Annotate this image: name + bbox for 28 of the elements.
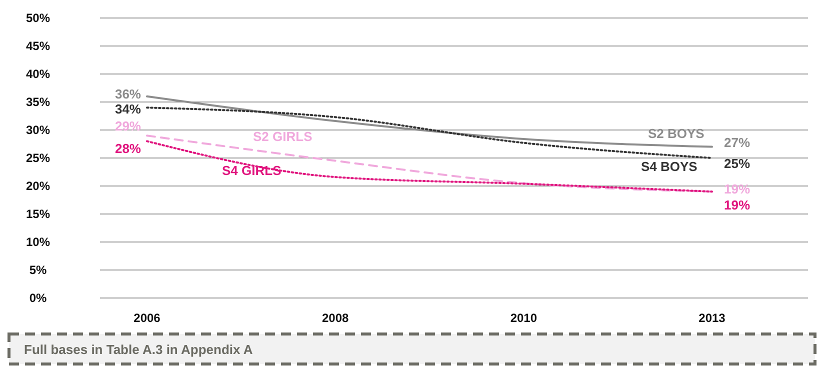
y-tick-label: 10% [26, 235, 50, 249]
x-tick-label: 2013 [698, 311, 726, 325]
y-tick-label: 0% [29, 291, 47, 305]
y-tick-label: 5% [29, 263, 47, 277]
data-label: 34% [114, 102, 142, 117]
data-label: 19% [724, 182, 750, 197]
line-series [146, 106, 713, 159]
series-label: S2 BOYS [648, 126, 705, 141]
text: Full bases in Table A.3 in Appendix A [24, 342, 254, 357]
series-label: S4 BOYS [641, 159, 698, 174]
data-label: 28% [114, 141, 142, 156]
data-label: 36% [114, 86, 142, 102]
x-tick-label: 2010 [510, 311, 538, 325]
y-tick-label: 15% [26, 207, 50, 221]
y-tick-label: 50% [26, 11, 50, 25]
data-label: 27% [724, 134, 750, 150]
series-label: S2 GIRLS [253, 129, 313, 144]
y-tick-label: 30% [26, 123, 50, 137]
y-tick-label: 25% [26, 151, 50, 165]
y-tick-label: 35% [26, 95, 50, 109]
data-label: 19% [724, 198, 750, 213]
y-tick-label: 40% [26, 67, 50, 81]
line-series [146, 95, 713, 148]
y-tick-label: 20% [26, 179, 50, 193]
x-tick-label: 2008 [322, 311, 350, 325]
x-tick-label: 2006 [134, 311, 161, 325]
data-label: 25% [724, 156, 750, 171]
y-tick-label: 45% [26, 39, 50, 53]
